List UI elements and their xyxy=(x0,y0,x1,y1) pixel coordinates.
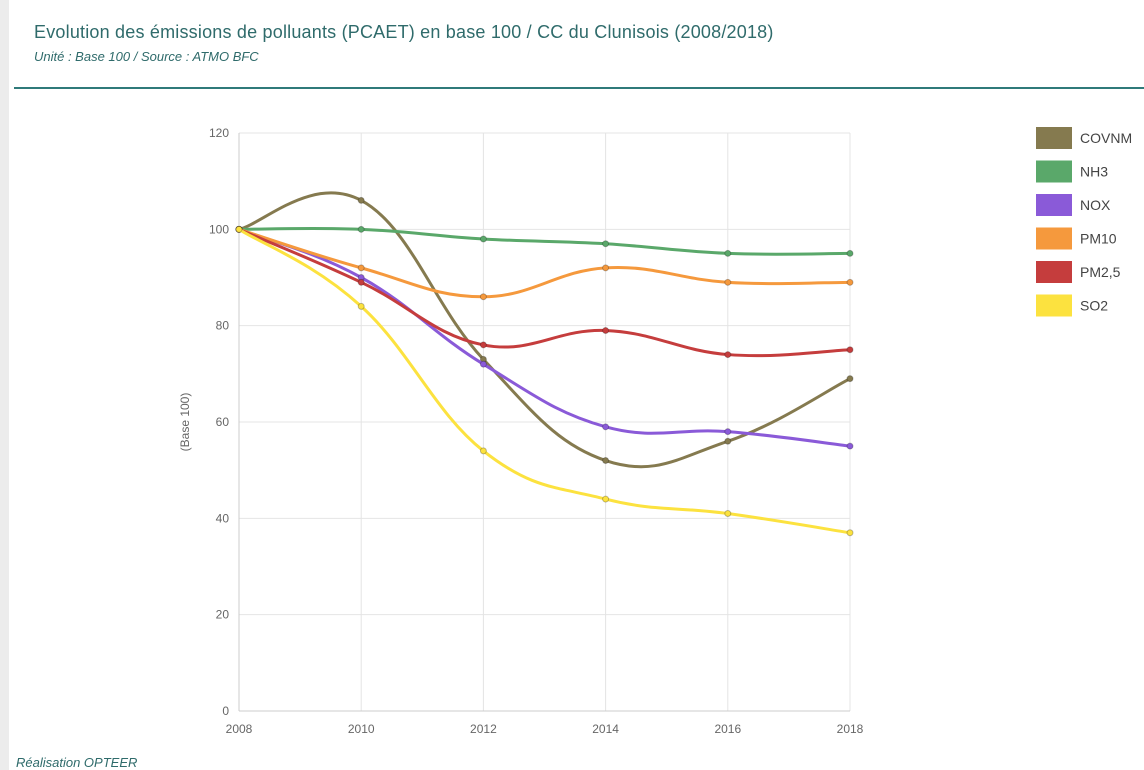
data-point-pm2-5 xyxy=(602,326,610,334)
x-tick-label: 2016 xyxy=(714,722,741,736)
y-tick-label: 120 xyxy=(209,126,229,140)
data-point-pm10 xyxy=(357,264,365,272)
x-tick-label: 2018 xyxy=(837,722,864,736)
data-point-covnm xyxy=(602,457,610,465)
legend-label: NOX xyxy=(1080,197,1111,213)
data-point-so2 xyxy=(235,225,243,233)
y-tick-label: 0 xyxy=(222,704,229,718)
data-point-nh3 xyxy=(357,225,365,233)
chart-series xyxy=(235,191,854,537)
series-pm2-5 xyxy=(235,225,854,359)
data-point-pm2-5 xyxy=(846,346,854,354)
data-point-nox xyxy=(479,360,487,368)
left-margin-bar xyxy=(0,0,9,770)
data-point-so2 xyxy=(724,510,732,518)
data-point-nh3 xyxy=(846,249,854,257)
legend-label: PM10 xyxy=(1080,231,1117,247)
series-nh3 xyxy=(235,225,854,257)
chart-subtitle: Unité : Base 100 / Source : ATMO BFC xyxy=(34,49,259,64)
series-line-nox xyxy=(238,227,851,448)
data-point-pm10 xyxy=(479,293,487,301)
series-line-pm2-5 xyxy=(238,227,851,358)
legend-item-nox[interactable]: NOX xyxy=(1036,194,1111,216)
data-point-so2 xyxy=(357,302,365,310)
footer-credit: Réalisation OPTEER xyxy=(16,755,138,770)
legend-item-nh3[interactable]: NH3 xyxy=(1036,160,1108,183)
legend-label: PM2,5 xyxy=(1080,264,1121,280)
data-point-nox xyxy=(846,442,854,450)
x-tick-label: 2014 xyxy=(592,722,619,736)
data-point-so2 xyxy=(846,529,854,537)
data-point-so2 xyxy=(479,447,487,455)
x-tick-label: 2012 xyxy=(470,722,497,736)
data-point-nh3 xyxy=(724,249,732,257)
data-point-nh3 xyxy=(602,240,610,248)
legend-label: COVNM xyxy=(1080,130,1132,146)
data-point-pm2-5 xyxy=(479,341,487,349)
data-point-covnm xyxy=(357,196,365,204)
data-point-nh3 xyxy=(479,235,487,243)
series-line-nh3 xyxy=(238,226,851,256)
y-axis-label: (Base 100) xyxy=(178,393,192,452)
data-point-covnm xyxy=(724,437,732,445)
y-tick-label: 20 xyxy=(216,608,230,622)
x-axis-ticks: 2008 2010 2012 2014 2016 2018 xyxy=(226,722,864,736)
data-point-so2 xyxy=(602,495,610,503)
series-line-so2 xyxy=(238,228,851,535)
chart-legend: COVNM NH3 NOX PM10 PM2,5 SO2 xyxy=(1036,127,1132,317)
legend-item-covnm[interactable]: COVNM xyxy=(1036,127,1132,149)
data-point-nox xyxy=(602,423,610,431)
series-so2 xyxy=(235,225,854,537)
data-point-pm2-5 xyxy=(724,351,732,359)
data-point-pm10 xyxy=(846,278,854,286)
header-divider xyxy=(14,87,1144,89)
chart-title: Evolution des émissions de polluants (PC… xyxy=(34,22,774,42)
data-point-covnm xyxy=(846,375,854,383)
data-point-nox xyxy=(724,428,732,436)
y-tick-label: 60 xyxy=(216,415,230,429)
y-tick-label: 40 xyxy=(216,511,230,525)
series-line-pm10 xyxy=(238,227,851,299)
data-point-pm10 xyxy=(602,264,610,272)
series-line-covnm xyxy=(238,191,851,469)
legend-swatch xyxy=(1036,261,1072,283)
legend-swatch xyxy=(1036,294,1072,317)
y-tick-label: 100 xyxy=(209,222,229,236)
legend-swatch xyxy=(1036,227,1072,250)
y-axis-ticks: 0 20 40 60 80 100 120 xyxy=(209,126,229,718)
data-point-pm10 xyxy=(724,278,732,286)
legend-item-so2[interactable]: SO2 xyxy=(1036,294,1108,317)
legend-label: NH3 xyxy=(1080,164,1108,180)
legend-swatch xyxy=(1036,194,1072,216)
legend-item-pm10[interactable]: PM10 xyxy=(1036,227,1117,250)
legend-swatch xyxy=(1036,127,1072,149)
legend-item-pm2-5[interactable]: PM2,5 xyxy=(1036,261,1121,283)
data-point-pm2-5 xyxy=(357,278,365,286)
x-tick-label: 2010 xyxy=(348,722,375,736)
legend-label: SO2 xyxy=(1080,298,1108,314)
legend-swatch xyxy=(1036,160,1072,183)
x-tick-label: 2008 xyxy=(226,722,253,736)
series-covnm xyxy=(235,191,854,469)
y-tick-label: 80 xyxy=(216,319,230,333)
